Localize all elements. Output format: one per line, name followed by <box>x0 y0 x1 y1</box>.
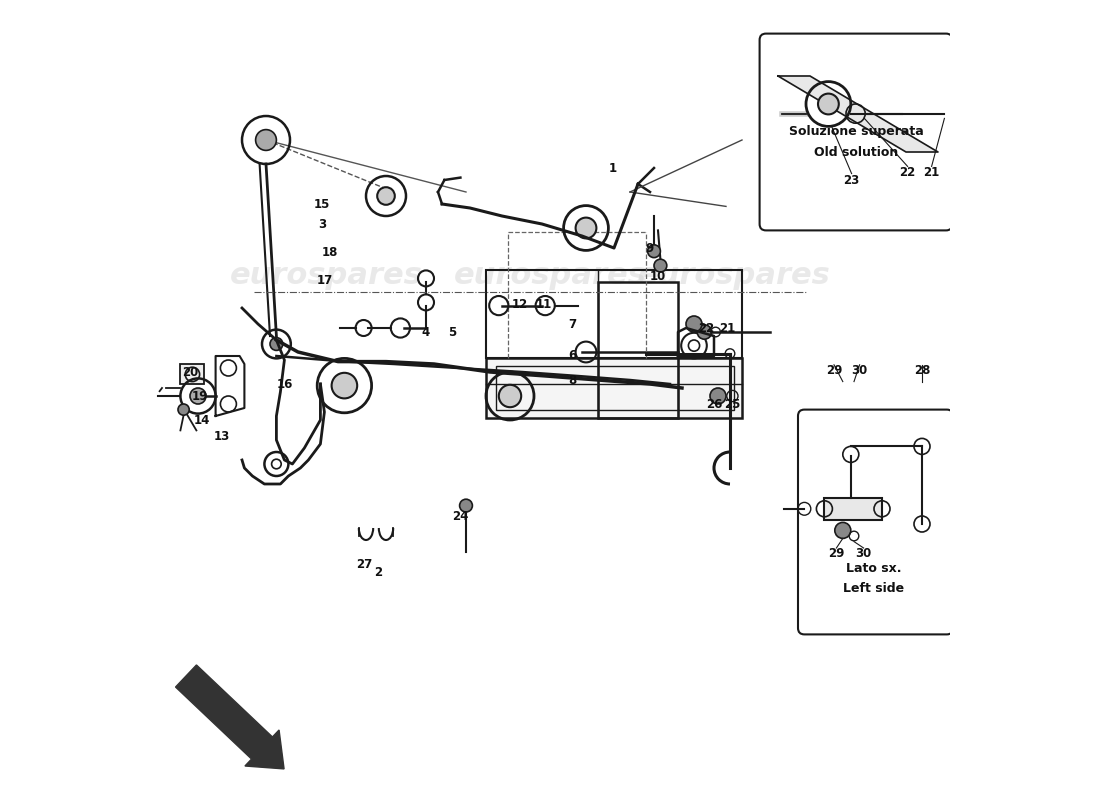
Text: Old solution: Old solution <box>814 146 898 158</box>
Text: 17: 17 <box>317 274 332 286</box>
Text: 5: 5 <box>449 326 456 338</box>
Circle shape <box>818 94 839 114</box>
Text: 7: 7 <box>569 318 576 330</box>
Text: 1: 1 <box>608 162 616 174</box>
Circle shape <box>648 245 660 258</box>
Text: 21: 21 <box>719 322 736 334</box>
Bar <box>486 270 742 358</box>
Text: eurospares: eurospares <box>638 262 830 290</box>
Text: 23: 23 <box>844 174 860 186</box>
Bar <box>598 282 678 418</box>
FancyBboxPatch shape <box>760 34 953 230</box>
Text: 24: 24 <box>452 510 469 522</box>
Text: 20: 20 <box>182 366 198 378</box>
Text: 8: 8 <box>569 374 576 386</box>
Text: 15: 15 <box>314 198 330 210</box>
Circle shape <box>460 499 472 512</box>
Text: 2: 2 <box>374 566 382 578</box>
Circle shape <box>686 316 702 332</box>
Text: 22: 22 <box>900 166 915 178</box>
Text: 27: 27 <box>356 558 373 570</box>
Circle shape <box>710 388 726 404</box>
Text: Lato sx.: Lato sx. <box>846 562 902 574</box>
Text: Soluzione superata: Soluzione superata <box>789 126 923 138</box>
Circle shape <box>331 373 358 398</box>
Circle shape <box>178 404 189 415</box>
Polygon shape <box>778 76 938 152</box>
Circle shape <box>270 338 283 350</box>
Text: 11: 11 <box>536 298 552 310</box>
Text: 30: 30 <box>856 547 871 560</box>
Text: 29: 29 <box>826 364 843 377</box>
Text: Left side: Left side <box>844 582 904 594</box>
Text: eurospares: eurospares <box>453 262 647 290</box>
FancyArrow shape <box>176 665 284 769</box>
Text: 19: 19 <box>191 390 208 402</box>
Text: 26: 26 <box>706 398 723 410</box>
Text: 16: 16 <box>276 378 293 390</box>
Circle shape <box>255 130 276 150</box>
Text: eurospares: eurospares <box>230 262 422 290</box>
Text: 25: 25 <box>724 398 740 410</box>
Circle shape <box>575 218 596 238</box>
Text: 28: 28 <box>914 364 931 377</box>
Text: 4: 4 <box>422 326 430 338</box>
Text: 6: 6 <box>569 350 576 362</box>
Bar <box>496 366 734 410</box>
Bar <box>824 498 882 520</box>
Bar <box>486 358 742 418</box>
Text: 30: 30 <box>851 364 868 377</box>
Text: 3: 3 <box>318 218 326 230</box>
Bar <box>180 364 205 384</box>
Text: 22: 22 <box>697 322 714 334</box>
Circle shape <box>190 388 206 404</box>
Text: 14: 14 <box>194 414 210 426</box>
Text: 29: 29 <box>828 547 845 560</box>
Circle shape <box>654 259 667 272</box>
FancyBboxPatch shape <box>798 410 954 634</box>
Text: 10: 10 <box>650 270 667 282</box>
Circle shape <box>377 187 395 205</box>
Text: 12: 12 <box>512 298 528 310</box>
Circle shape <box>498 385 521 407</box>
Text: 9: 9 <box>646 242 654 254</box>
Text: 13: 13 <box>213 430 230 442</box>
Text: 18: 18 <box>322 246 338 258</box>
Circle shape <box>697 325 712 339</box>
Text: 21: 21 <box>924 166 939 178</box>
Circle shape <box>835 522 850 538</box>
